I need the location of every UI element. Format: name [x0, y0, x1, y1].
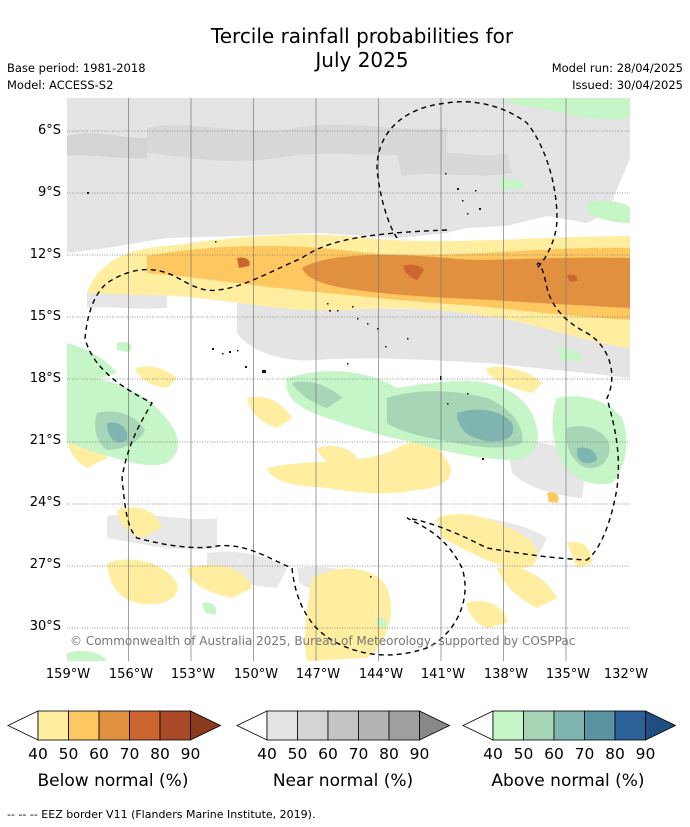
above-legend-swatch-0: [492, 710, 524, 741]
lat-label-15s: 15°S: [29, 309, 61, 324]
lat-label-21s: 21°S: [29, 433, 61, 448]
below-legend-max-arrow: [190, 710, 222, 741]
probability-map: © Commonwealth of Australia 2025, Bureau…: [67, 98, 630, 661]
map-title: Tercile rainfall probabilities for July …: [0, 24, 690, 72]
below-legend-swatch-3: [129, 710, 161, 741]
graticule: [67, 98, 630, 661]
above-legend-tick-60: 60: [544, 745, 564, 763]
near-legend-tick-70: 70: [348, 745, 369, 763]
lat-label-6s: 6°S: [37, 123, 61, 138]
near-legend-swatch-2: [327, 710, 359, 741]
lon-label-156w: 156°W: [108, 667, 154, 682]
above-legend-swatch-1: [523, 710, 555, 741]
lat-label-12s: 12°S: [29, 247, 61, 262]
near-legend-min-arrow: [236, 710, 268, 741]
below-normal-colorbar: [7, 710, 222, 741]
lat-label-27s: 27°S: [29, 557, 61, 572]
lat-label-30s: 30°S: [29, 619, 61, 634]
below-legend-swatch-1: [68, 710, 100, 741]
above-legend-tick-80: 80: [605, 745, 625, 763]
model-name: Model: ACCESS-S2: [7, 78, 114, 92]
near-legend-tick-40: 40: [257, 745, 277, 763]
lon-label-141w: 141°W: [420, 667, 466, 682]
below-legend-tick-70: 70: [119, 745, 140, 763]
lon-label-150w: 150°W: [233, 667, 279, 682]
near-legend-swatch-1: [297, 710, 329, 741]
near-legend-swatch-4: [388, 710, 420, 741]
model-run: Model run: 28/04/2025: [551, 61, 683, 75]
above-legend-max-arrow: [645, 710, 677, 741]
lon-label-147w: 147°W: [295, 667, 341, 682]
lon-label-144w: 144°W: [358, 667, 404, 682]
lon-label-132w: 132°W: [603, 667, 649, 682]
below-legend-min-arrow: [7, 710, 39, 741]
copyright-notice: © Commonwealth of Australia 2025, Bureau…: [70, 634, 575, 648]
eez-borders: [84, 101, 620, 656]
title-line-1: Tercile rainfall probabilities for: [210, 24, 514, 48]
lat-label-9s: 9°S: [37, 185, 61, 200]
base-period: Base period: 1981-2018: [7, 61, 146, 75]
below-legend-tick-60: 60: [89, 745, 109, 763]
lon-label-159w: 159°W: [45, 667, 91, 682]
near-legend-swatch-3: [358, 710, 390, 741]
legend-colorbars: [7, 710, 677, 741]
metadata-right: Model run: 28/04/2025 Issued: 30/04/2025: [552, 60, 683, 94]
below-legend-tick-80: 80: [150, 745, 170, 763]
issued-date: Issued: 30/04/2025: [572, 78, 683, 92]
near-legend-tick-50: 50: [287, 745, 308, 763]
legend-title-below: Below normal (%): [37, 771, 189, 791]
below-legend-tick-40: 40: [28, 745, 48, 763]
islands: [87, 173, 484, 578]
below-legend-tick-90: 90: [180, 745, 201, 763]
below-legend-swatch-4: [159, 710, 191, 741]
near-legend-tick-60: 60: [318, 745, 338, 763]
above-legend-min-arrow: [462, 710, 494, 741]
lat-label-24s: 24°S: [29, 495, 61, 510]
legend-title-above: Above normal (%): [491, 771, 645, 791]
below-legend-tick-50: 50: [58, 745, 79, 763]
metadata-left: Base period: 1981-2018 Model: ACCESS-S2: [7, 60, 146, 94]
legend-title-near: Near normal (%): [272, 771, 414, 791]
above-legend-tick-90: 90: [635, 745, 656, 763]
above-legend-swatch-3: [584, 710, 616, 741]
lon-label-135w: 135°W: [545, 667, 591, 682]
lon-label-153w: 153°W: [170, 667, 216, 682]
near-legend-tick-90: 90: [409, 745, 430, 763]
near-legend-max-arrow: [419, 710, 451, 741]
above-normal-regions: [67, 98, 630, 661]
below-legend-swatch-2: [98, 710, 130, 741]
below-normal-regions: [67, 234, 630, 661]
above-legend-tick-70: 70: [574, 745, 595, 763]
above-legend-tick-50: 50: [513, 745, 534, 763]
lon-label-138w: 138°W: [483, 667, 529, 682]
lat-label-18s: 18°S: [29, 371, 61, 386]
near-legend-tick-80: 80: [379, 745, 399, 763]
title-line-2: July 2025: [315, 48, 409, 72]
above-legend-swatch-4: [614, 710, 646, 741]
above-legend-swatch-2: [553, 710, 585, 741]
below-legend-swatch-0: [37, 710, 69, 741]
above-legend-tick-40: 40: [483, 745, 503, 763]
eez-footnote: -- -- -- EEZ border V11 (Flanders Marine…: [7, 808, 316, 821]
near-normal-colorbar: [236, 710, 451, 741]
above-normal-colorbar: [462, 710, 677, 741]
near-legend-swatch-0: [266, 710, 298, 741]
